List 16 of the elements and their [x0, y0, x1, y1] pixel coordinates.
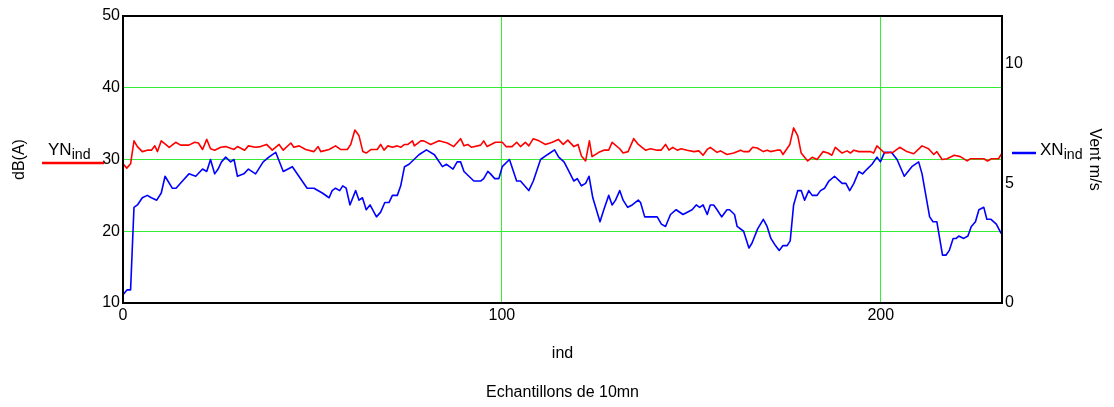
legend-label: XN$_{ind}$ [1039, 140, 1084, 163]
y2-axis-title: Vent m/s [1086, 128, 1104, 191]
y-axis-title: dB(A) [10, 139, 28, 180]
text: Echantillons de 10mn [486, 383, 639, 400]
x-tick-label: 0 [118, 306, 128, 324]
x-axis-title: ind [551, 343, 574, 361]
y2-tick-label: 0 [1005, 293, 1014, 311]
series-label: YN$_{ind}$ [47, 140, 92, 163]
y2-tick-label: 10 [1005, 54, 1023, 72]
y-tick-label: 50 [102, 6, 121, 24]
x-tick-label: 100 [488, 306, 516, 324]
y-tick-label: 40 [102, 78, 121, 96]
y-tick-label: 30 [102, 149, 121, 167]
y2-tick-label: 5 [1005, 173, 1014, 191]
y-tick-label: 20 [102, 221, 121, 239]
x-tick-label: 200 [867, 306, 895, 324]
